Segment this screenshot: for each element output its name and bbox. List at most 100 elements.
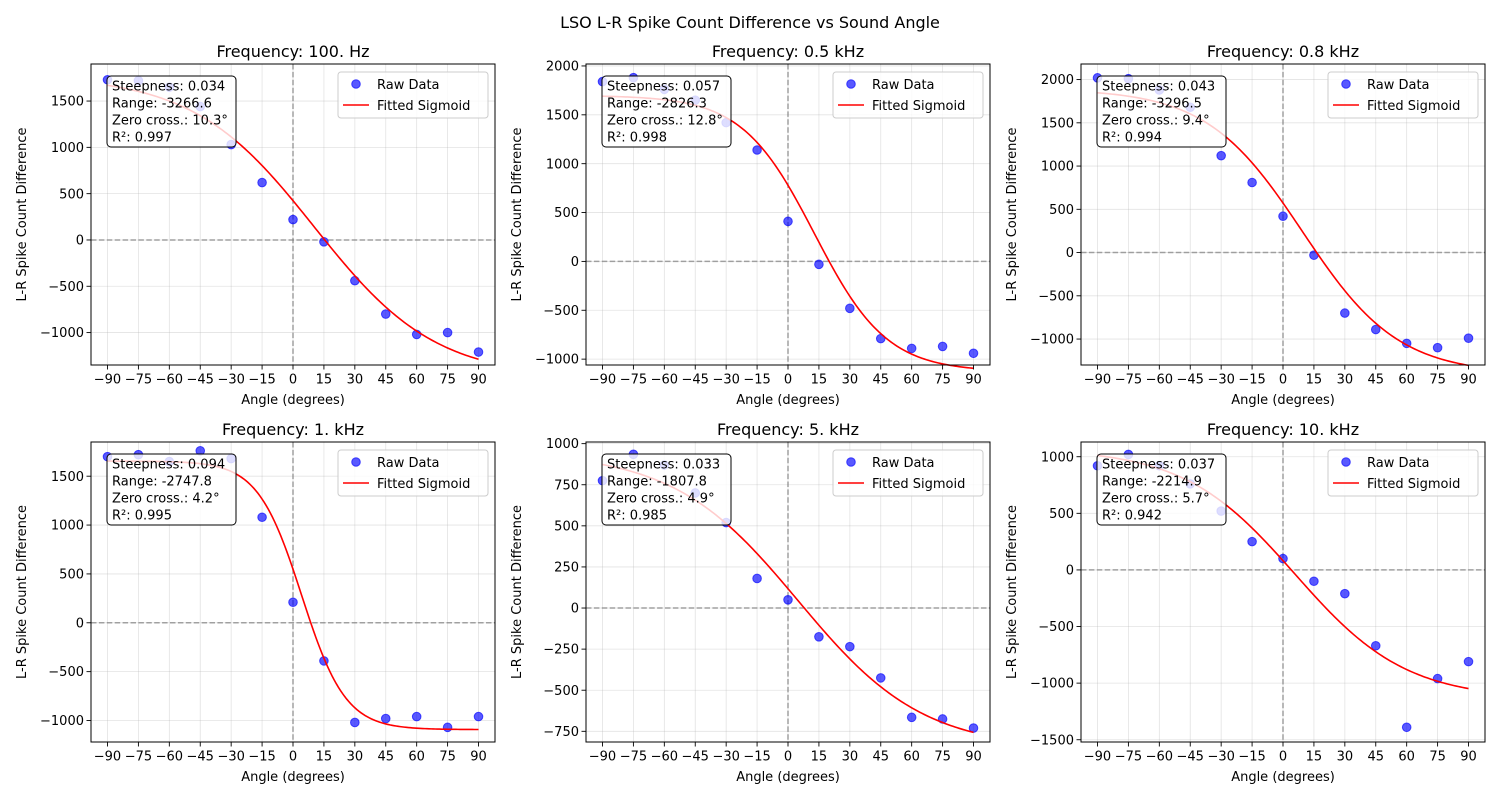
data-point	[937, 341, 948, 352]
y-tick-label: −500	[1038, 620, 1074, 635]
x-tick-label: 45	[1367, 373, 1384, 388]
data-point	[875, 673, 886, 683]
data-point	[752, 145, 762, 155]
x-tick-label: −75	[125, 750, 152, 765]
y-tick-label: −250	[543, 643, 579, 658]
x-tick-label: −45	[682, 750, 709, 765]
x-tick-label: −90	[1084, 750, 1111, 765]
subplot-title: Frequency: 1. kHz	[222, 420, 364, 439]
data-point	[442, 327, 453, 338]
y-tick-label: 500	[59, 187, 84, 202]
x-tick-label: 60	[903, 373, 920, 388]
x-axis-label: Angle (degrees)	[736, 770, 840, 785]
fit-stats-line: Range: -2747.8	[112, 475, 212, 490]
y-tick-label: −1500	[1030, 733, 1074, 748]
data-point	[906, 343, 917, 354]
y-tick-label: 1500	[546, 108, 579, 123]
legend-label-fit: Fitted Sigmoid	[1367, 99, 1460, 114]
data-point	[1278, 553, 1288, 564]
fit-stats-line: Range: -2214.9	[1102, 475, 1202, 490]
y-tick-label: 0	[1066, 246, 1074, 261]
x-tick-label: −60	[1146, 373, 1173, 388]
data-point	[442, 722, 453, 733]
data-point	[1278, 211, 1288, 222]
x-tick-label: −75	[620, 373, 647, 388]
x-tick-label: −90	[589, 750, 616, 765]
fit-stats-box: Steepness: 0.094 Range: -2747.8 Zero cross…	[106, 453, 237, 526]
x-tick-label: 75	[1429, 373, 1446, 388]
x-axis-label: Angle (degrees)	[241, 770, 345, 785]
y-tick-label: 0	[76, 234, 84, 249]
x-tick-label: −30	[217, 750, 244, 765]
x-tick-label: −90	[1084, 373, 1111, 388]
fit-stats-line: R²: 0.942	[1102, 509, 1162, 524]
fit-stats-line: Zero cross.: 4.2°	[112, 492, 220, 507]
x-tick-label: 0	[1279, 373, 1287, 388]
legend-label-raw: Raw Data	[1367, 78, 1430, 93]
x-tick-label: 0	[784, 373, 792, 388]
legend-frame	[337, 449, 489, 497]
x-tick-label: −30	[712, 750, 739, 765]
fit-stats-line: R²: 0.985	[607, 509, 667, 524]
y-tick-label: 1000	[1041, 450, 1074, 465]
fit-stats-line: Range: -3266.6	[112, 97, 212, 112]
x-tick-label: 90	[965, 373, 982, 388]
x-tick-label: −60	[651, 750, 678, 765]
y-tick-label: 1000	[1041, 160, 1074, 175]
fit-stats-line: Zero cross.: 5.7°	[1102, 492, 1210, 507]
x-axis-label: Angle (degrees)	[1231, 393, 1335, 408]
data-point	[1463, 656, 1474, 667]
data-point	[783, 595, 793, 605]
fit-stats-frame	[601, 453, 732, 526]
x-axis-label: Angle (degrees)	[241, 393, 345, 408]
x-tick-label: −30	[1207, 750, 1234, 765]
data-point	[814, 259, 824, 270]
y-tick-label: −500	[48, 665, 84, 680]
legend-label-fit: Fitted Sigmoid	[377, 99, 470, 114]
x-tick-label: 90	[965, 750, 982, 765]
data-point	[1216, 150, 1226, 161]
y-tick-label: −500	[48, 280, 84, 295]
x-tick-label: −60	[1146, 750, 1173, 765]
legend-frame	[1327, 449, 1479, 497]
y-tick-label: −500	[543, 304, 579, 319]
x-tick-label: 15	[1306, 750, 1323, 765]
x-tick-label: 45	[377, 373, 394, 388]
y-tick-label: 1000	[51, 141, 84, 156]
data-point	[1247, 536, 1257, 547]
x-tick-label: −75	[125, 373, 152, 388]
subplot-title: Frequency: 100. Hz	[216, 42, 369, 61]
x-tick-label: −15	[743, 373, 770, 388]
y-tick-label: 2000	[1041, 73, 1074, 88]
data-point	[350, 275, 360, 286]
y-tick-label: 1500	[51, 95, 84, 110]
data-point	[473, 711, 484, 722]
y-tick-label: 1000	[51, 519, 84, 534]
fit-stats-line: Steepness: 0.094	[112, 458, 225, 473]
subplot-title: Frequency: 10. kHz	[1207, 420, 1359, 439]
data-point	[380, 309, 391, 319]
x-tick-label: 45	[872, 750, 889, 765]
data-point	[257, 177, 267, 188]
legend-marker-raw	[846, 79, 856, 89]
x-tick-label: −30	[217, 373, 244, 388]
y-tick-label: 500	[1049, 203, 1074, 218]
data-point	[1340, 308, 1350, 318]
x-tick-label: 75	[1429, 750, 1446, 765]
x-tick-label: −90	[94, 750, 121, 765]
y-tick-label: 250	[554, 561, 579, 576]
y-tick-label: −1000	[40, 326, 84, 341]
subplot-title: Frequency: 0.8 kHz	[1207, 42, 1359, 61]
subplot-title: Frequency: 0.5 kHz	[712, 42, 864, 61]
data-point	[257, 512, 267, 523]
y-tick-label: 500	[59, 568, 84, 583]
x-tick-label: 30	[347, 373, 364, 388]
legend: Raw Data Fitted Sigmoid	[1327, 71, 1479, 119]
x-tick-label: −90	[589, 373, 616, 388]
legend: Raw Data Fitted Sigmoid	[337, 71, 489, 119]
legend-marker-raw	[1341, 457, 1351, 467]
legend-frame	[337, 71, 489, 119]
y-tick-label: −1000	[40, 714, 84, 729]
x-tick-label: 30	[1337, 373, 1354, 388]
fit-stats-box: Steepness: 0.057 Range: -2826.3 Zero cross…	[601, 75, 732, 148]
